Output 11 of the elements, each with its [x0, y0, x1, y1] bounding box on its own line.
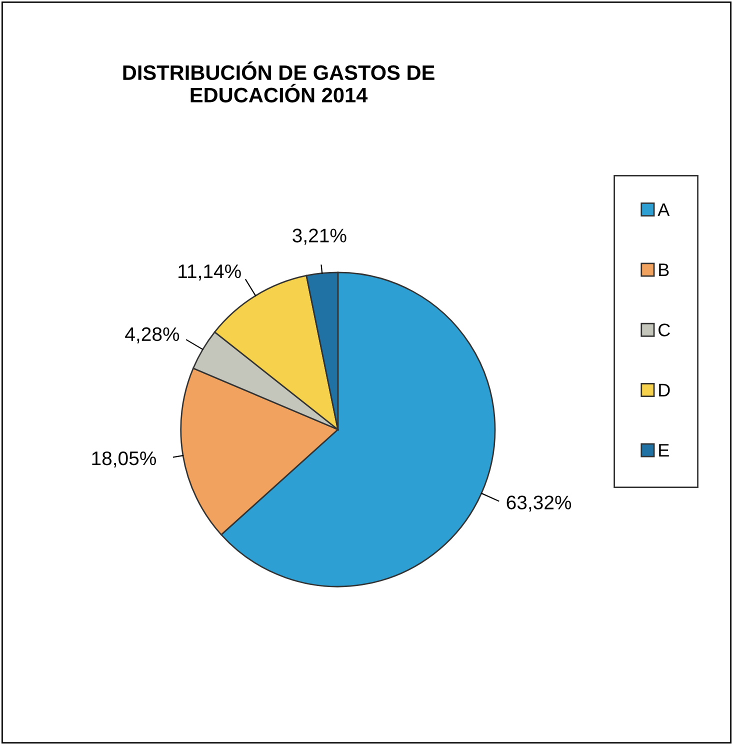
data-label: 3,21% [292, 228, 346, 245]
data-label: 63,32% [506, 496, 572, 512]
legend-label: C [658, 324, 670, 336]
legend-label: A [658, 203, 670, 216]
legend-label: B [659, 264, 669, 276]
legend-label: D [659, 384, 670, 396]
data-label: 18,05% [92, 451, 156, 468]
data-label: 4,28% [125, 327, 180, 344]
chart-title: DISTRIBUCIÓN DE GASTOS DE EDUCACIÓN 2014 [123, 61, 434, 102]
data-label: 11,14% [178, 264, 241, 280]
legend-label: E [659, 444, 669, 457]
